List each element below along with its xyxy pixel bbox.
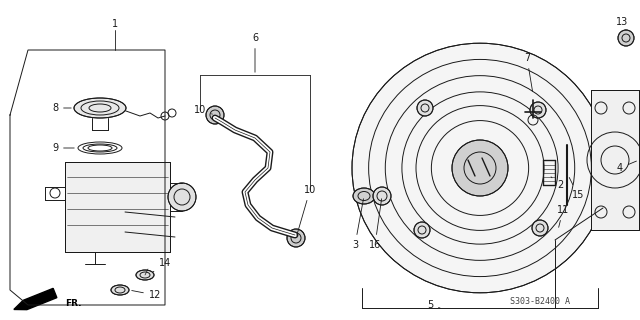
Bar — [591, 90, 639, 230]
Text: 1: 1 — [112, 19, 118, 29]
Bar — [591, 90, 639, 230]
Text: 12: 12 — [132, 290, 161, 300]
Circle shape — [206, 106, 224, 124]
Text: 16: 16 — [369, 199, 381, 250]
Circle shape — [168, 183, 196, 211]
Ellipse shape — [74, 98, 126, 118]
Circle shape — [530, 102, 546, 118]
Ellipse shape — [136, 270, 154, 280]
Text: 3: 3 — [352, 199, 364, 250]
Text: 11: 11 — [557, 205, 569, 227]
Text: 5: 5 — [427, 300, 440, 310]
Circle shape — [417, 100, 433, 116]
Text: 15: 15 — [569, 178, 584, 200]
Bar — [65, 162, 170, 252]
Text: S303-B2400 A: S303-B2400 A — [510, 298, 570, 307]
Ellipse shape — [352, 43, 608, 293]
Text: 9: 9 — [52, 143, 74, 153]
Circle shape — [452, 140, 508, 196]
FancyArrow shape — [14, 288, 57, 310]
Text: 4: 4 — [617, 161, 636, 173]
Circle shape — [373, 187, 391, 205]
Text: 14: 14 — [153, 258, 171, 272]
Circle shape — [618, 30, 634, 46]
Bar — [65, 162, 170, 252]
Text: 7: 7 — [524, 53, 532, 91]
Text: 6: 6 — [252, 33, 258, 72]
Text: 8: 8 — [52, 103, 71, 113]
Text: 2: 2 — [551, 177, 563, 190]
Text: 10: 10 — [194, 105, 212, 115]
Circle shape — [287, 229, 305, 247]
Text: 10: 10 — [297, 185, 316, 235]
Text: FR.: FR. — [65, 300, 81, 308]
Text: 13: 13 — [616, 17, 628, 30]
Circle shape — [532, 220, 548, 236]
Ellipse shape — [353, 188, 375, 204]
Ellipse shape — [111, 285, 129, 295]
Circle shape — [414, 222, 430, 238]
